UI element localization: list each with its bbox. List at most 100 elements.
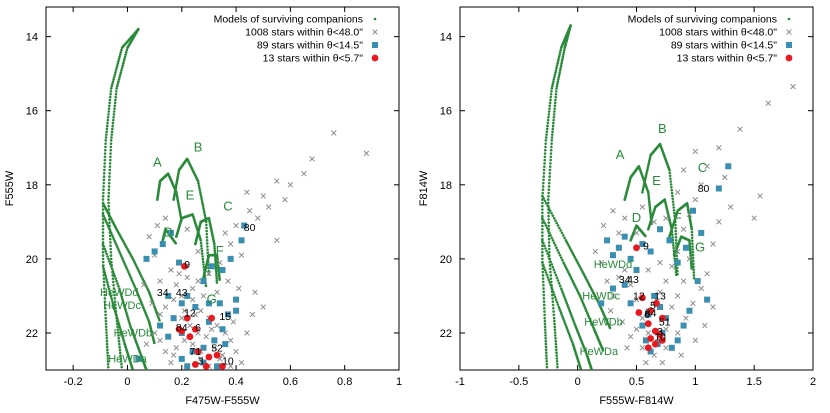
model-dot-hewdb — [127, 320, 131, 323]
model-dot-main2 — [120, 66, 124, 70]
model-dot-main2 — [549, 270, 552, 274]
model-dot-hewda — [563, 322, 567, 325]
model-dot-e — [202, 263, 205, 266]
grey-star-point — [663, 215, 669, 221]
y-tick-label: 14 — [440, 32, 452, 44]
model-dot-main2 — [553, 331, 557, 334]
model-dot-main2 — [549, 152, 553, 155]
model-dot-main2 — [553, 110, 556, 113]
model-dot-hewda — [106, 283, 110, 286]
model-dot-main2 — [108, 221, 111, 224]
model-dot-e — [199, 241, 203, 245]
blue-star-point — [167, 229, 174, 236]
grey-star-point — [195, 278, 201, 284]
model-dot-hewdb — [109, 264, 113, 268]
model-dot-main — [105, 342, 109, 346]
model-dot-main — [544, 334, 547, 337]
model-dot-b — [668, 174, 672, 178]
grey-star-point — [162, 215, 169, 221]
model-dot-main — [544, 148, 547, 152]
grey-star-point — [651, 219, 657, 225]
model-dot-main2 — [551, 303, 555, 307]
model-dot-c — [213, 247, 216, 250]
track-label: HeWDb — [114, 328, 153, 340]
model-dot-main — [102, 191, 105, 195]
red-star-point — [186, 333, 194, 341]
model-dot-e — [200, 244, 203, 248]
model-dot-c — [215, 276, 218, 280]
star-id-label: 3 — [657, 326, 663, 338]
track-label: HeWDd — [100, 287, 139, 299]
grey-star-point — [657, 259, 663, 266]
model-dot-hewdb — [111, 269, 115, 273]
track-label: HeWDd — [594, 259, 633, 271]
model-dot-main — [107, 107, 111, 110]
model-dot-main — [551, 82, 555, 86]
model-dot-hewdb — [128, 322, 131, 325]
grey-star-point — [192, 311, 199, 318]
model-dot-main2 — [557, 73, 561, 77]
grey-star-point — [645, 267, 652, 273]
star-id-label: 71 — [190, 346, 202, 358]
model-dot-main2 — [551, 124, 555, 128]
model-dot-hewdb — [562, 293, 565, 296]
model-dot-main2 — [549, 158, 552, 162]
blue-star-point — [238, 237, 245, 244]
model-dot-main — [105, 334, 108, 337]
grey-star-point — [686, 256, 693, 262]
grey-star-point — [287, 182, 294, 188]
model-dot-hewdb — [570, 313, 573, 317]
model-dot-main — [544, 337, 547, 340]
model-dot-b — [642, 184, 646, 188]
grey-star-point — [765, 100, 772, 107]
model-dot-main — [120, 46, 124, 50]
model-dot-hewdc — [127, 272, 131, 276]
model-dot-b — [671, 200, 675, 203]
model-dot-main2 — [118, 351, 122, 355]
blue-star-point — [647, 248, 654, 255]
model-dot-main2 — [555, 362, 559, 366]
model-dot-hewda — [108, 289, 111, 293]
star-id-label: 6 — [195, 322, 201, 334]
star-id-label: 3 — [198, 355, 204, 367]
model-dot-b — [204, 216, 207, 219]
model-dot-main2 — [547, 214, 550, 218]
red-star-point — [175, 325, 183, 333]
model-dot-main2 — [559, 66, 562, 70]
model-dot-hewdc — [543, 221, 547, 225]
model-dot-hewdb — [124, 309, 128, 313]
model-dot-main2 — [549, 148, 553, 152]
model-dot-main — [553, 73, 557, 77]
blue-star-point — [621, 233, 628, 240]
grey-star-point — [236, 285, 242, 292]
model-dot-hewda — [555, 300, 559, 304]
red-star-point — [635, 309, 643, 316]
model-dot-main2 — [563, 46, 567, 50]
model-dot-main2 — [552, 306, 555, 310]
model-dot-f — [218, 278, 221, 281]
model-dot-main — [543, 165, 546, 168]
model-dot-hewda — [112, 305, 116, 309]
y-tick-label: 16 — [440, 106, 452, 118]
model-dot-hewdb — [115, 279, 118, 283]
model-dot-b — [670, 185, 673, 189]
model-dot-main2 — [109, 139, 113, 142]
data-layer — [101, 27, 370, 370]
track-label: HeWDa — [580, 346, 619, 358]
model-dot-hewdc — [545, 226, 549, 230]
model-dot-main2 — [553, 101, 557, 105]
red-star-point — [638, 294, 646, 302]
model-dot-main2 — [547, 211, 550, 215]
model-dot-main — [541, 250, 544, 254]
blue-star-point — [666, 237, 673, 244]
model-dot-main — [101, 231, 105, 234]
model-dot-hewdb — [124, 307, 127, 311]
red-star-point — [194, 348, 202, 355]
model-dot-main2 — [551, 300, 555, 303]
legend-marker-cross — [372, 29, 378, 35]
model-dot-main2 — [552, 118, 555, 122]
model-dot-main2 — [123, 57, 126, 61]
model-dot-b — [205, 229, 208, 233]
model-dot-e — [674, 270, 678, 274]
model-dot-main — [543, 316, 547, 320]
